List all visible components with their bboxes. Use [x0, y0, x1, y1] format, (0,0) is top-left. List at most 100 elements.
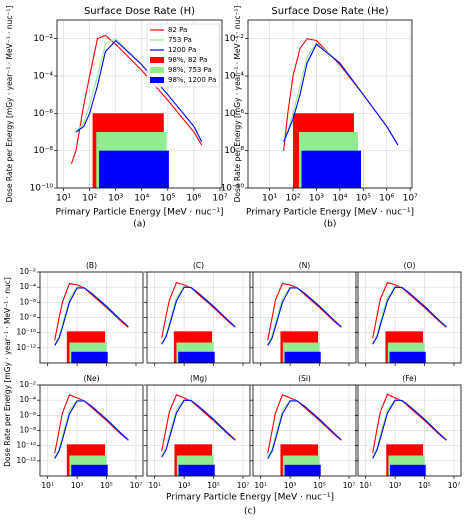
line	[267, 287, 342, 346]
x-tick-label: 10⁷	[343, 481, 356, 490]
panel-title: (N)	[299, 261, 311, 270]
line	[267, 282, 342, 341]
axes-frame	[56, 19, 223, 189]
range-bar	[284, 351, 321, 363]
line	[283, 43, 399, 146]
range-bar	[390, 464, 426, 476]
panel-title: (C)	[193, 261, 204, 270]
x-tick-label: 10⁵	[100, 481, 113, 490]
range-bar	[178, 464, 215, 476]
x-tick-label: 10¹	[56, 194, 71, 204]
legend-swatch	[150, 57, 164, 63]
line	[267, 400, 342, 459]
axes-frame	[357, 384, 462, 477]
x-tick-label: 10⁵	[356, 194, 371, 204]
x-tick-label: 10¹	[359, 481, 372, 490]
y-tick-label: 10⁻²	[33, 34, 53, 44]
range-bar	[71, 351, 108, 363]
x-axis-label: Primary Particle Energy [MeV · nuc⁻¹]	[56, 208, 224, 218]
plot-area	[70, 34, 203, 188]
line	[161, 394, 236, 452]
panel-title: (Ne)	[83, 374, 99, 383]
x-tick-label: 10⁷	[448, 481, 461, 490]
axes-frame	[247, 19, 413, 189]
x-tick-label: 10⁶	[379, 194, 394, 204]
caption: (c)	[244, 507, 256, 517]
x-tick-label: 10²	[82, 194, 97, 204]
y-tick-label: 10⁻⁶	[19, 297, 36, 306]
y-tick-label: 10⁻²	[19, 380, 36, 389]
y-tick-label: 10⁻¹²	[16, 343, 36, 352]
x-tick-label: 10²	[285, 194, 300, 204]
y-tick-label: 10⁻¹⁰	[16, 441, 36, 450]
panel-title: Surface Dose Rate (H)	[84, 6, 195, 17]
y-tick-label: 10⁻²	[224, 34, 244, 44]
plot-area	[54, 394, 129, 476]
x-tick-label: 10⁵	[160, 194, 175, 204]
y-tick-label: 10⁻⁸	[224, 146, 244, 156]
x-tick-label: 10⁷	[403, 194, 418, 204]
axes-frame	[39, 271, 144, 364]
legend-swatch	[150, 67, 164, 73]
legend-label: 1200 Pa	[168, 46, 196, 54]
y-tick-label: 10⁻¹⁰	[16, 328, 36, 337]
x-tick-label: 10³	[108, 194, 123, 204]
panel-title: (Fe)	[402, 374, 416, 383]
line	[372, 399, 447, 459]
line	[54, 282, 129, 341]
plot-area	[161, 281, 236, 363]
x-tick-label: 10⁷	[212, 194, 227, 204]
y-axis-label: Dose Rate per Energy [mGy · year⁻¹ · MeV…	[5, 6, 14, 203]
line	[161, 399, 236, 458]
plot-area	[372, 281, 447, 363]
x-tick-label: 10¹	[254, 481, 267, 490]
plot-area	[267, 394, 342, 476]
x-tick-label: 10⁷	[130, 481, 143, 490]
x-tick-label: 10³	[309, 194, 324, 204]
line	[70, 34, 203, 164]
axes-frame	[39, 384, 144, 477]
range-bar	[284, 464, 321, 476]
plot-area	[283, 38, 399, 188]
legend-label: 82 Pa	[168, 26, 187, 34]
y-tick-label: 10⁻⁸	[19, 313, 36, 322]
y-tick-label: 10⁻⁶	[224, 109, 244, 119]
legend-swatch	[150, 77, 164, 83]
x-tick-label: 10³	[389, 481, 402, 490]
plot-area	[161, 394, 236, 476]
line	[54, 400, 129, 459]
legend-label: 98%, 82 Pa	[168, 56, 207, 64]
x-tick-label: 10⁷	[237, 481, 250, 490]
x-tick-label: 10⁵	[313, 481, 326, 490]
plot-area	[267, 282, 342, 363]
y-tick-label: 10⁻⁶	[19, 410, 36, 419]
y-tick-label: 10⁻⁴	[19, 395, 36, 404]
legend-label: 98%, 1200 Pa	[168, 76, 216, 84]
range-bar	[178, 351, 215, 363]
x-tick-label: 10¹	[148, 481, 161, 490]
x-tick-label: 10⁵	[207, 481, 220, 490]
x-tick-label: 10¹	[262, 194, 277, 204]
y-tick-label: 10⁻¹⁰	[221, 184, 245, 194]
y-tick-label: 10⁻²	[19, 267, 36, 276]
y-tick-label: 10⁻⁴	[224, 72, 244, 82]
x-tick-label: 10⁶	[186, 194, 201, 204]
range-bar	[71, 464, 108, 476]
y-tick-label: 10⁻⁶	[33, 109, 53, 119]
panel-title: (Mg)	[190, 374, 207, 383]
line	[54, 287, 129, 346]
x-tick-label: 10³	[178, 481, 191, 490]
line	[372, 286, 447, 345]
legend-label: 753 Pa	[168, 36, 192, 44]
y-axis-label: Dose Rate per Energy [mGy · year⁻¹ · MeV…	[233, 6, 242, 203]
y-axis-label: Dose Rate per Energy [mGy · year⁻¹ · MeV…	[3, 277, 12, 467]
x-tick-label: 10³	[71, 481, 84, 490]
axes-frame	[357, 271, 462, 364]
range-bar	[301, 150, 362, 188]
x-tick-label: 10⁴	[332, 194, 347, 204]
y-tick-label: 10⁻¹⁰	[30, 184, 54, 194]
line	[372, 393, 447, 454]
y-tick-label: 10⁻⁸	[33, 146, 53, 156]
plot-area	[372, 393, 447, 476]
